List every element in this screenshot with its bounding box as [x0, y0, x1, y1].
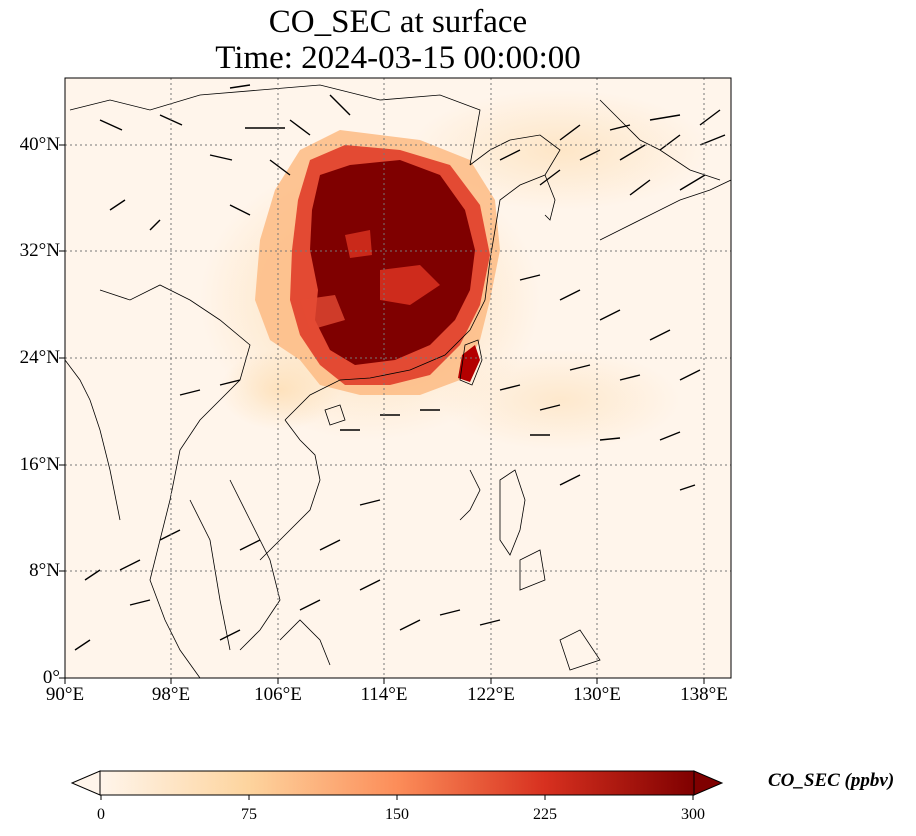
colorbar-tick-150: 150	[385, 806, 409, 823]
map-title: CO_SEC at surface	[268, 4, 528, 40]
map-time-subtitle: Time: 2024-03-15 00:00:00	[215, 40, 581, 76]
axis-ticks	[59, 144, 705, 684]
plume-high	[310, 160, 475, 365]
map-frame	[64, 77, 732, 679]
lat-label-40n: 40°N	[19, 134, 60, 155]
graticule	[65, 78, 731, 678]
co-plume-field	[65, 78, 731, 678]
colorbar-tick-0: 0	[97, 806, 105, 823]
colorbar	[70, 770, 724, 800]
lon-label-106e: 106°E	[254, 684, 302, 705]
lon-label-130e: 130°E	[573, 684, 621, 705]
lat-label-16n: 16°N	[19, 454, 60, 475]
colorbar-tick-75: 75	[241, 806, 257, 823]
colorbar-gradient	[99, 770, 695, 796]
lon-label-122e: 122°E	[467, 684, 515, 705]
lon-label-98e: 98°E	[151, 684, 191, 705]
colorbar-tick-300: 300	[681, 806, 705, 823]
lon-label-138e: 138°E	[680, 684, 728, 705]
lat-label-32n: 32°N	[19, 240, 60, 261]
lon-label-90e: 90°E	[45, 684, 85, 705]
lat-label-8n: 8°N	[29, 560, 60, 581]
colorbar-extend-max	[693, 770, 724, 796]
colorbar-label: CO_SEC (ppbv)	[768, 770, 895, 791]
lat-label-24n: 24°N	[19, 347, 60, 368]
wind-vectors	[74, 84, 726, 651]
colorbar-tick-225: 225	[533, 806, 557, 823]
colorbar-extend-min	[70, 770, 101, 796]
lon-label-114e: 114°E	[360, 684, 408, 705]
lat-label-0: 0°	[42, 667, 60, 688]
